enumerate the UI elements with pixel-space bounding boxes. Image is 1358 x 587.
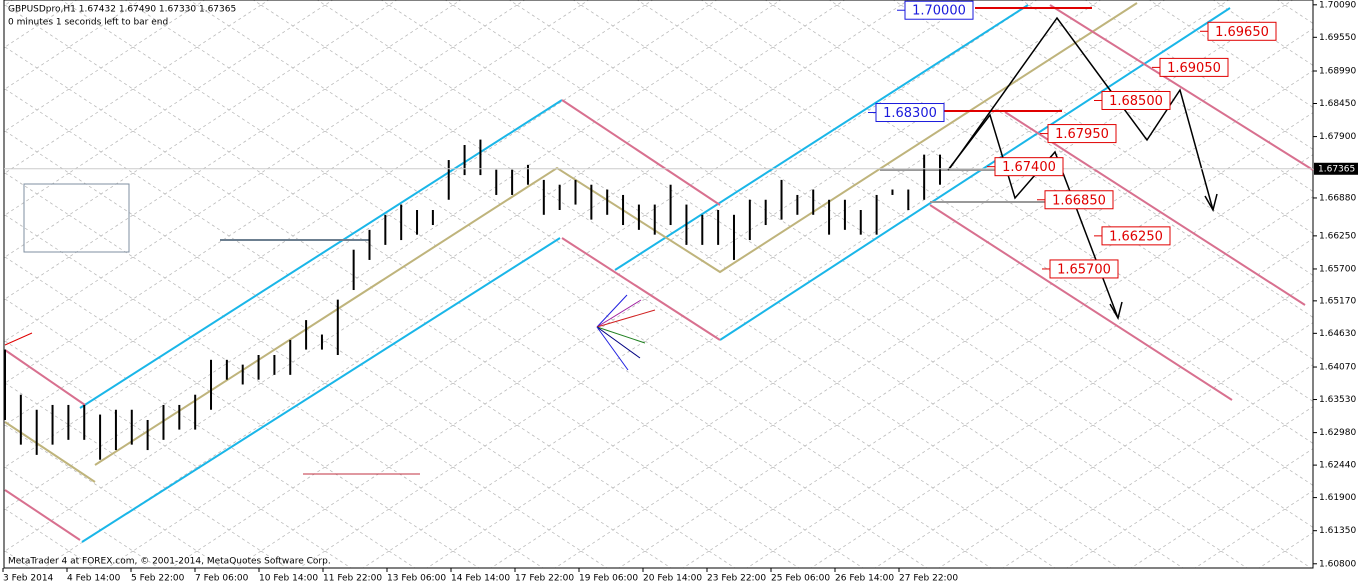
x-tick-label: 20 Feb 14:00 bbox=[643, 574, 702, 584]
arrow-path bbox=[949, 16, 1214, 211]
channel bbox=[4, 349, 86, 406]
level-label: 1.70000 bbox=[912, 4, 966, 19]
arrow-head bbox=[1204, 193, 1218, 212]
subheader: 0 minutes 1 seconds left to bar end bbox=[8, 18, 168, 28]
arrow-head bbox=[1109, 301, 1123, 320]
channel bbox=[81, 237, 561, 543]
hline bbox=[4, 332, 33, 346]
x-tick-label: 10 Feb 14:00 bbox=[259, 574, 318, 584]
channel bbox=[929, 204, 1233, 401]
channel bbox=[561, 237, 721, 341]
level-box bbox=[1159, 57, 1229, 77]
x-tick-label: 27 Feb 22:00 bbox=[899, 574, 958, 584]
channel bbox=[561, 99, 721, 206]
y-tick-label: 1.68990 bbox=[1319, 67, 1356, 77]
current-price-box bbox=[1314, 162, 1358, 175]
current-price-label: 1.67365 bbox=[1318, 164, 1355, 174]
channel bbox=[79, 99, 563, 409]
y-tick-label: 1.68450 bbox=[1319, 99, 1356, 109]
x-tick-label: 19 Feb 06:00 bbox=[579, 574, 638, 584]
y-tick-label: 1.61350 bbox=[1319, 526, 1356, 536]
channel bbox=[614, 4, 1029, 271]
level-box bbox=[1101, 226, 1171, 246]
level-label: 1.67950 bbox=[1055, 127, 1109, 142]
box bbox=[23, 183, 130, 253]
channel bbox=[1049, 4, 1314, 171]
level-label: 1.65700 bbox=[1057, 262, 1111, 277]
x-tick-label: 3 Feb 2014 bbox=[3, 574, 54, 584]
level-label: 1.69650 bbox=[1215, 25, 1269, 40]
level-box bbox=[1044, 190, 1114, 210]
level-label: 1.69050 bbox=[1167, 61, 1221, 76]
y-tick-label: 1.66880 bbox=[1319, 193, 1356, 203]
level-box bbox=[994, 157, 1064, 177]
level-label: 1.68500 bbox=[1109, 94, 1163, 109]
x-tick-label: 11 Feb 22:00 bbox=[323, 574, 382, 584]
header: GBPUSDpro,H1 1.67432 1.67490 1.67330 1.6… bbox=[8, 5, 236, 15]
level-box bbox=[1101, 90, 1171, 110]
level-box bbox=[904, 0, 974, 20]
y-tick-label: 1.65700 bbox=[1319, 264, 1356, 274]
level-box bbox=[1207, 21, 1277, 41]
y-tick-label: 1.64070 bbox=[1319, 363, 1356, 373]
level-label: 1.68300 bbox=[883, 106, 937, 121]
x-tick-label: 5 Feb 22:00 bbox=[131, 574, 185, 584]
x-tick-label: 13 Feb 06:00 bbox=[387, 574, 446, 584]
y-tick-label: 1.62980 bbox=[1319, 428, 1356, 438]
channel bbox=[719, 7, 1231, 341]
y-tick-label: 1.62440 bbox=[1319, 461, 1356, 471]
y-tick-label: 1.66250 bbox=[1319, 231, 1356, 241]
y-tick-label: 1.67900 bbox=[1319, 132, 1356, 142]
level-box bbox=[1047, 124, 1117, 144]
x-tick-label: 7 Feb 06:00 bbox=[195, 574, 249, 584]
x-tick-label: 26 Feb 14:00 bbox=[835, 574, 894, 584]
footer: MetaTrader 4 at FOREX.com, © 2001-2014, … bbox=[8, 557, 331, 567]
channel bbox=[4, 489, 81, 541]
y-tick-label: 1.63530 bbox=[1319, 395, 1356, 405]
x-tick-label: 25 Feb 06:00 bbox=[771, 574, 830, 584]
y-tick-label: 1.60800 bbox=[1319, 559, 1356, 569]
channel bbox=[1004, 111, 1306, 306]
y-tick-label: 1.69550 bbox=[1319, 33, 1356, 43]
y-tick-label: 1.70090 bbox=[1319, 0, 1356, 10]
x-tick-label: 17 Feb 22:00 bbox=[515, 574, 574, 584]
y-tick-label: 1.65170 bbox=[1319, 296, 1356, 306]
plot-area bbox=[3, 0, 1314, 569]
level-box bbox=[875, 103, 945, 123]
level-label: 1.66250 bbox=[1109, 229, 1163, 244]
y-tick-label: 1.64630 bbox=[1319, 329, 1356, 339]
level-label: 1.66850 bbox=[1052, 193, 1106, 208]
x-tick-label: 4 Feb 14:00 bbox=[67, 574, 121, 584]
x-tick-label: 23 Feb 22:00 bbox=[707, 574, 766, 584]
level-label: 1.67400 bbox=[1002, 160, 1056, 175]
x-tick-label: 14 Feb 14:00 bbox=[451, 574, 510, 584]
fan bbox=[596, 294, 656, 371]
y-tick-label: 1.61900 bbox=[1319, 493, 1356, 503]
level-box bbox=[1049, 259, 1119, 279]
